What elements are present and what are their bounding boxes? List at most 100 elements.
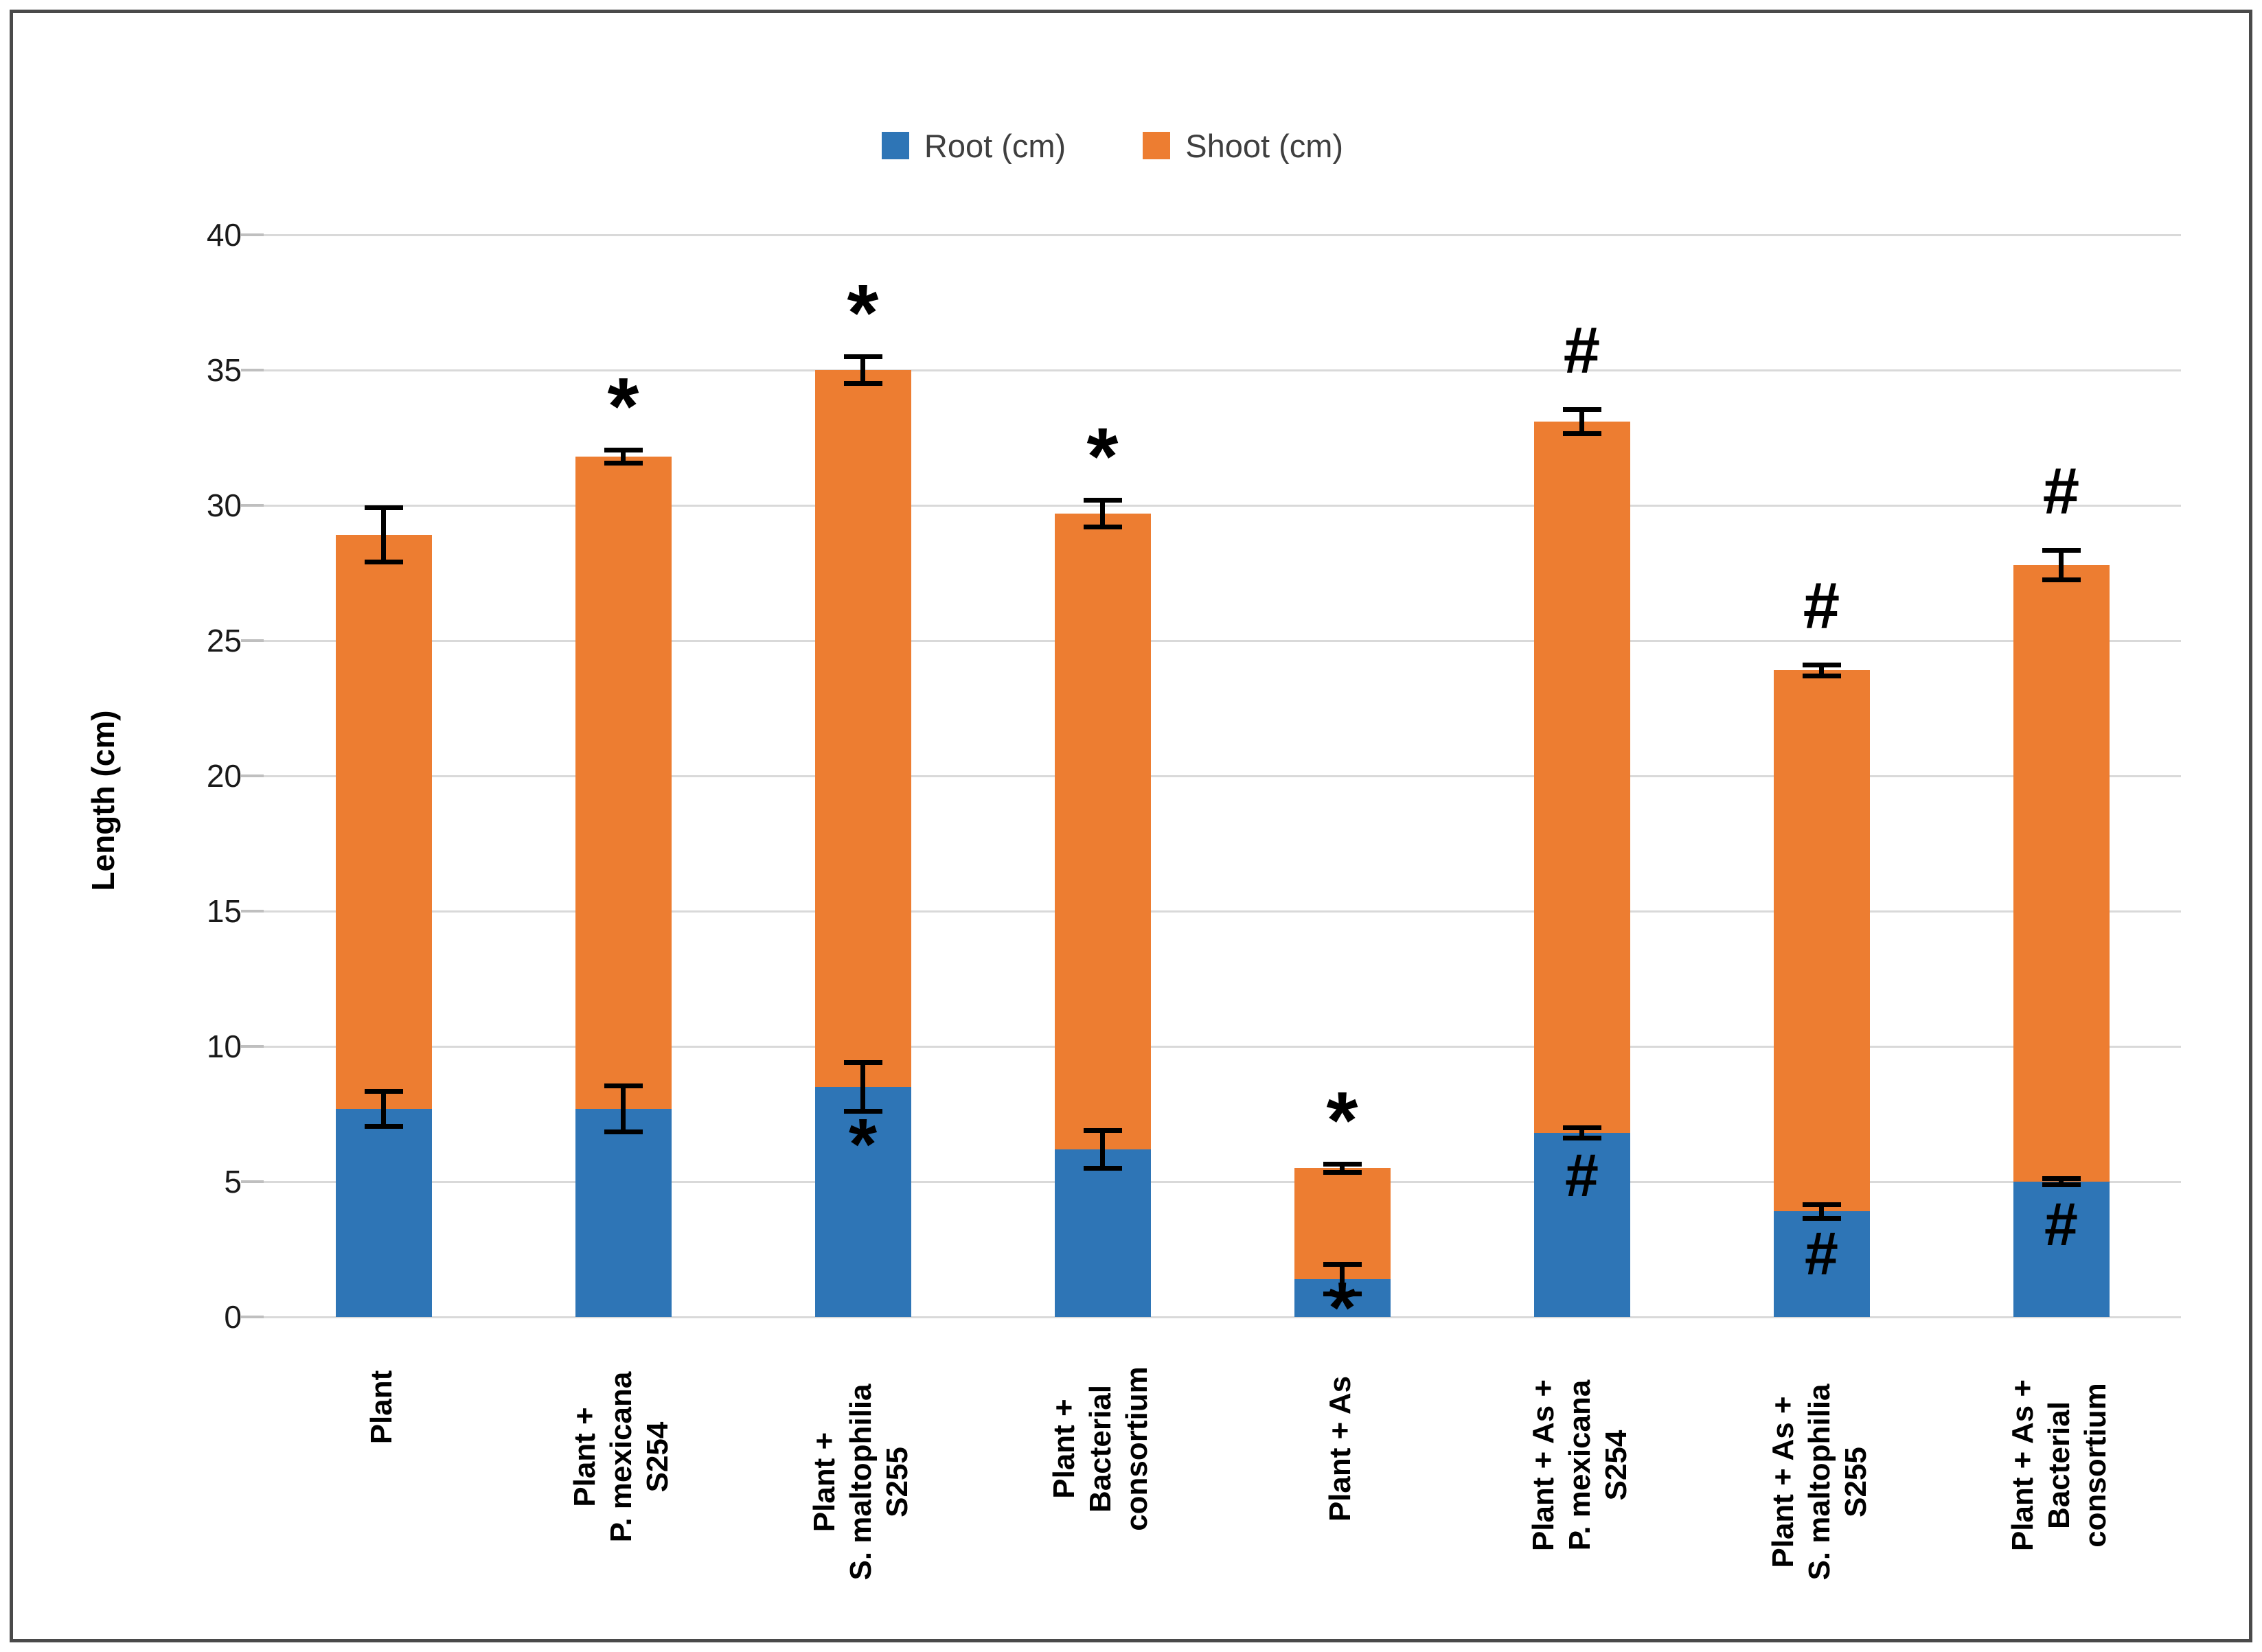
gridline: [264, 369, 2181, 371]
x-category-label: Plant + Bacterial consortium: [1047, 1366, 1154, 1531]
error-bar-cap: [843, 381, 882, 387]
gridline: [264, 1316, 2181, 1318]
error-bar-cap: [1323, 1261, 1362, 1267]
root-bar-segment: [1054, 1149, 1151, 1317]
root-bar-segment: [814, 1087, 911, 1317]
error-bar: [1819, 1204, 1824, 1219]
error-bar: [381, 507, 386, 562]
sig-marker: #: [1805, 1219, 1838, 1288]
shoot-bar-segment: [1773, 670, 1870, 1213]
x-category-label: Plant + S. maltophilia S255: [808, 1384, 914, 1581]
legend-label: Root (cm): [924, 127, 1066, 164]
error-bar: [621, 1086, 626, 1132]
y-tick-label: 0: [224, 1299, 242, 1335]
gridline: [264, 910, 2181, 913]
error-bar-cap: [1802, 1215, 1841, 1221]
error-bar-cap: [2042, 577, 2081, 582]
error-bar-cap: [364, 1123, 403, 1129]
y-tick-label: 15: [206, 893, 242, 929]
error-bar: [2059, 550, 2064, 580]
sig-marker: #: [1803, 569, 1840, 643]
sig-marker: *: [1327, 1267, 1357, 1349]
gridline: [264, 775, 2181, 777]
error-bar: [1579, 409, 1584, 434]
error-bar: [2059, 1178, 2064, 1185]
sig-marker: *: [607, 361, 639, 452]
y-tick-mark: [241, 369, 264, 371]
error-bar: [860, 1062, 865, 1112]
y-tick-mark: [241, 775, 264, 777]
sig-marker: #: [1563, 314, 1601, 388]
error-bar-cap: [1323, 1161, 1362, 1167]
error-bar-cap: [1083, 1165, 1122, 1171]
y-tick-mark: [241, 1316, 264, 1318]
y-tick-label: 25: [206, 623, 242, 658]
legend-item-shoot: Shoot (cm): [1143, 127, 1343, 165]
root-bar-segment: [1533, 1133, 1630, 1317]
shoot-bar-segment: [575, 457, 672, 1110]
error-bar: [1340, 1264, 1345, 1294]
error-bar: [1100, 1130, 1105, 1169]
root-bar-segment: [1773, 1211, 1870, 1317]
sig-marker: #: [1565, 1141, 1599, 1210]
error-bar-cap: [604, 447, 643, 452]
error-bar-cap: [1802, 673, 1841, 678]
sig-marker: #: [2044, 1190, 2078, 1258]
error-bar-cap: [604, 461, 643, 466]
error-bar: [381, 1091, 386, 1127]
error-bar-cap: [1323, 1169, 1362, 1175]
gridline: [264, 1045, 2181, 1048]
error-bar: [860, 356, 865, 384]
shoot-swatch-icon: [1143, 132, 1171, 159]
shoot-bar-segment: [2013, 564, 2110, 1182]
legend-item-root: Root (cm): [881, 127, 1066, 165]
error-bar-cap: [1083, 1127, 1122, 1133]
root-bar-segment: [2013, 1182, 2110, 1317]
chart-legend: Root (cm) Shoot (cm): [0, 118, 2225, 173]
y-tick-mark: [241, 233, 264, 236]
error-bar: [1819, 665, 1824, 676]
y-tick-mark: [241, 504, 264, 507]
sig-marker: *: [1326, 1075, 1358, 1167]
legend-label: Shoot (cm): [1185, 127, 1344, 164]
y-tick-label: 40: [206, 217, 242, 253]
shoot-bar-segment: [335, 535, 432, 1110]
y-tick-mark: [241, 1180, 264, 1183]
error-bar-cap: [1802, 662, 1841, 667]
x-category-label: Plant: [365, 1370, 398, 1445]
gridline: [264, 504, 2181, 507]
root-swatch-icon: [881, 132, 909, 159]
error-bar: [1340, 1164, 1345, 1173]
x-category-label: Plant + As: [1323, 1375, 1357, 1522]
root-bar-segment: [335, 1108, 432, 1317]
error-bar-cap: [2042, 1175, 2081, 1181]
error-bar: [1579, 1127, 1584, 1138]
y-tick-mark: [241, 910, 264, 913]
gridline: [264, 1180, 2181, 1183]
error-bar-cap: [604, 1129, 643, 1134]
error-bar-cap: [364, 1088, 403, 1094]
error-bar-cap: [2042, 1182, 2081, 1188]
sig-marker: *: [848, 1104, 878, 1186]
gridline: [264, 639, 2181, 642]
x-category-label: Plant + P. mexicana S254: [568, 1371, 674, 1543]
y-tick-mark: [241, 639, 264, 642]
error-bar-cap: [1562, 431, 1601, 437]
sig-marker: #: [2042, 455, 2080, 528]
error-bar: [1100, 500, 1105, 527]
error-bar-cap: [1083, 525, 1122, 530]
root-bar-segment: [575, 1108, 672, 1317]
x-category-label: Plant + As + Bacterial consortium: [2006, 1379, 2112, 1552]
error-bar-cap: [364, 505, 403, 511]
error-bar-cap: [1562, 1125, 1601, 1130]
error-bar-cap: [1323, 1292, 1362, 1296]
y-tick-label: 30: [206, 487, 242, 523]
sig-marker: *: [847, 268, 879, 359]
error-bar-cap: [843, 1109, 882, 1114]
y-tick-label: 10: [206, 1029, 242, 1064]
error-bar-cap: [364, 560, 403, 565]
x-category-label: Plant + As + P. mexicana S254: [1527, 1379, 1633, 1552]
shoot-bar-segment: [1294, 1168, 1391, 1280]
